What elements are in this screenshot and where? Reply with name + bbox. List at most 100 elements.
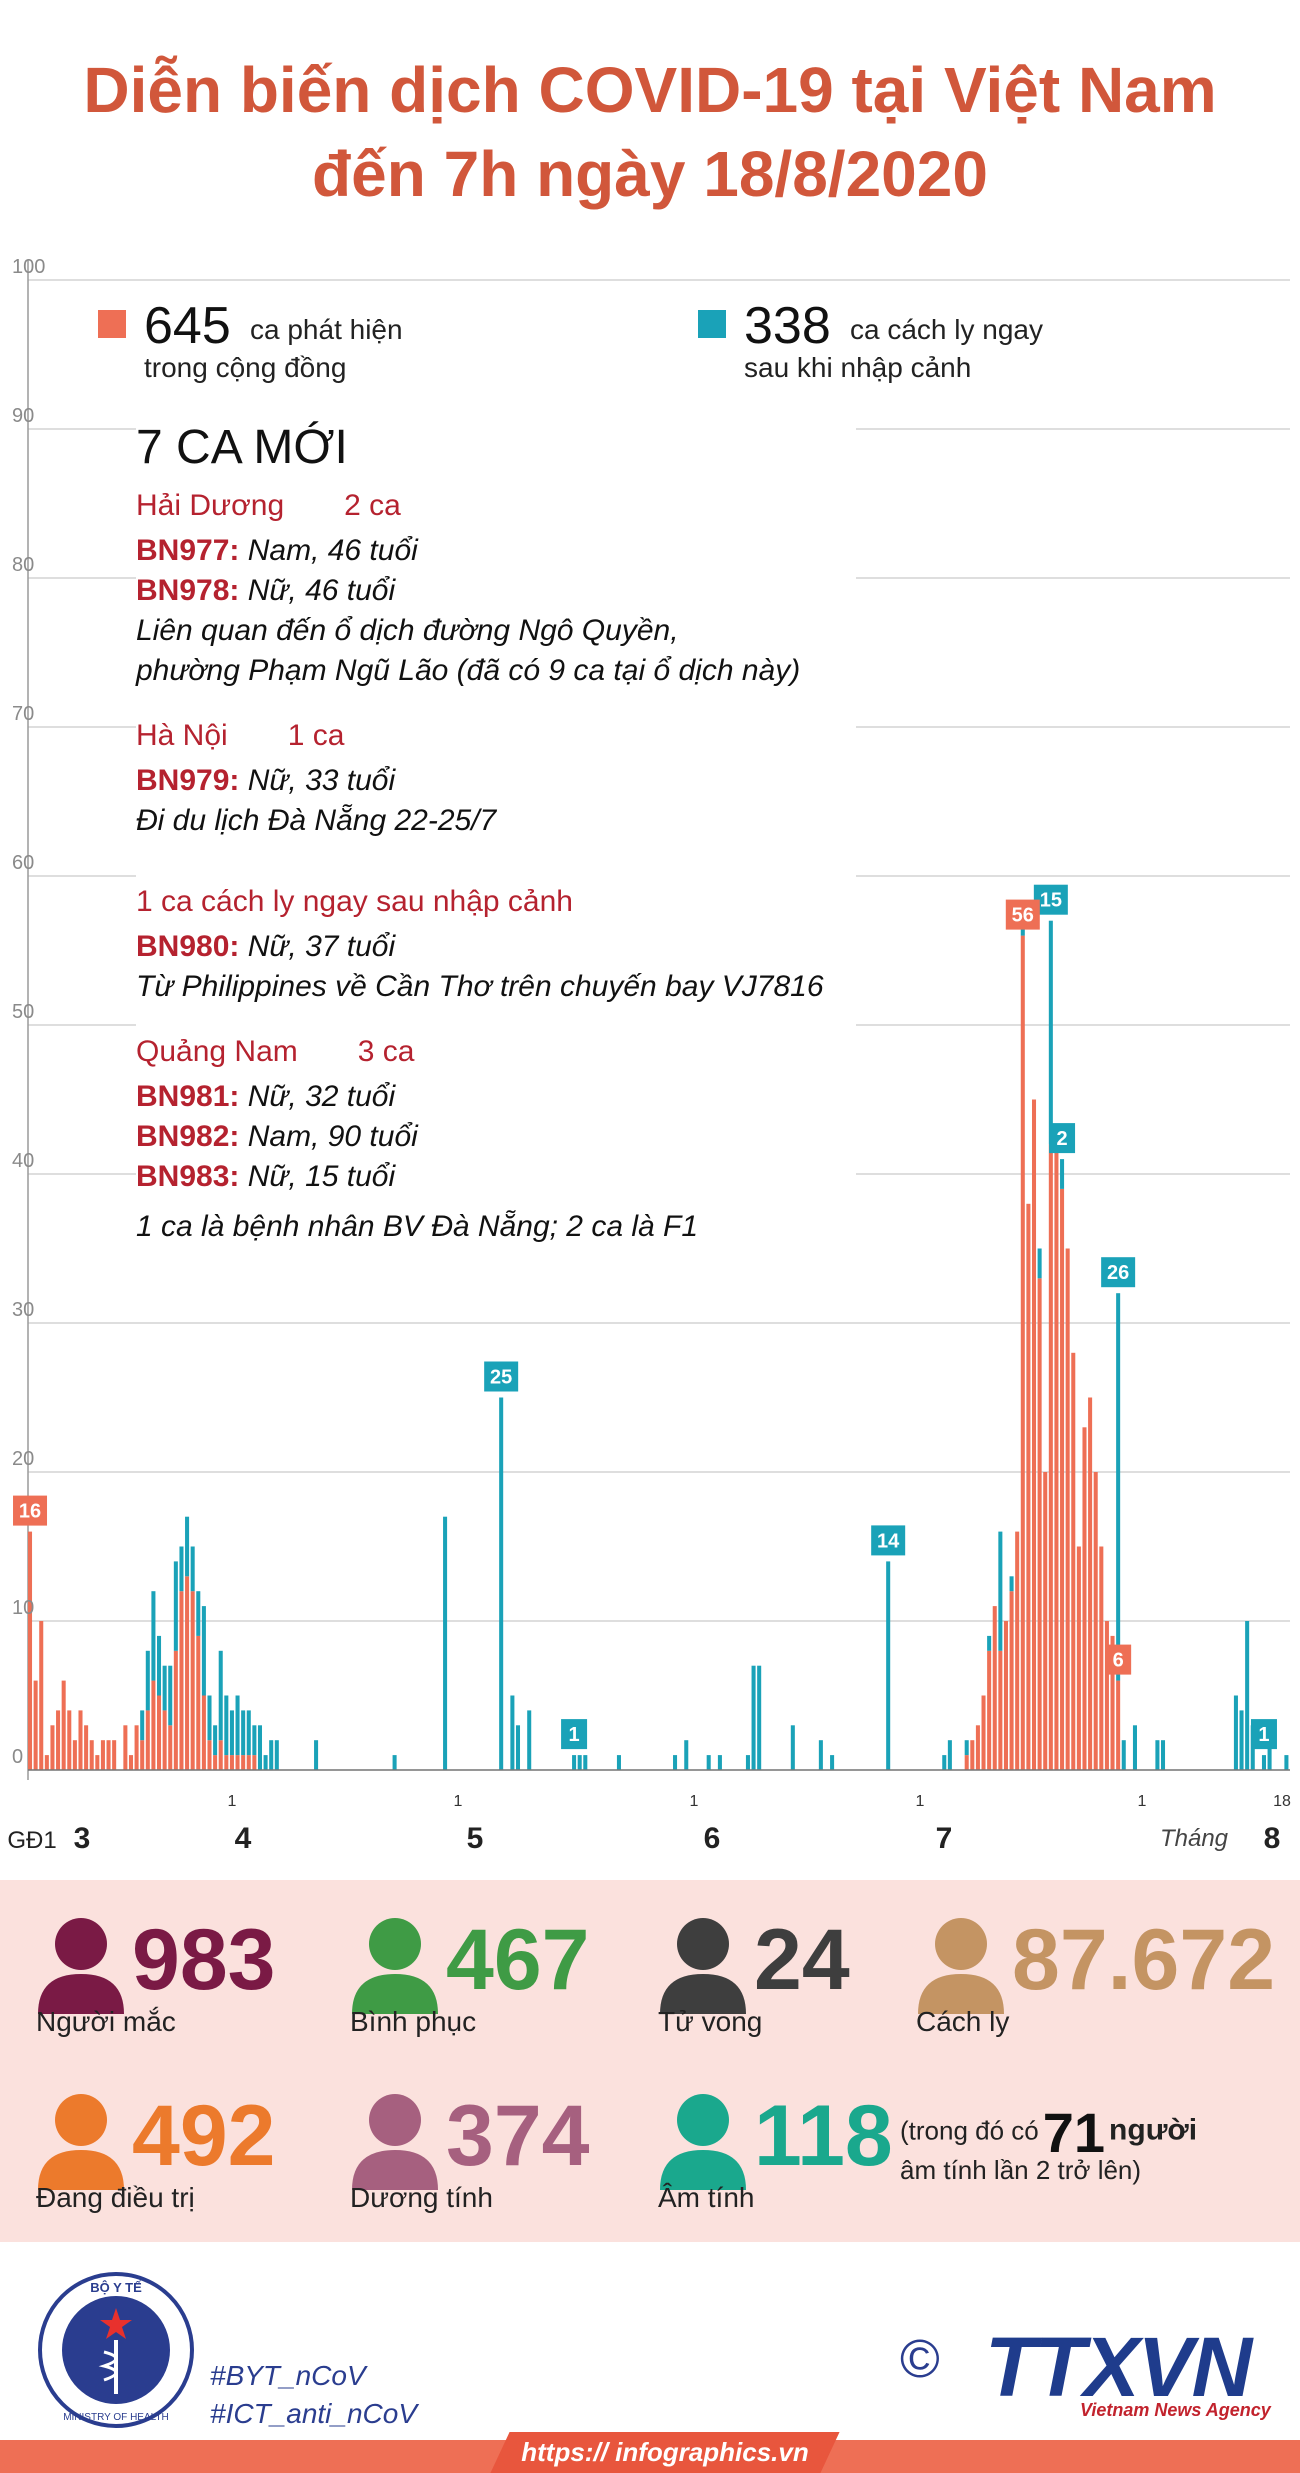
bar-quarantine	[1261, 1755, 1266, 1770]
bar-community	[246, 1755, 251, 1770]
bar-quarantine	[224, 1695, 229, 1756]
bar-value-label: 6	[1113, 1650, 1124, 1672]
bar-community	[1031, 1099, 1037, 1770]
y-tick-label: 80	[12, 554, 35, 576]
bar-quarantine	[572, 1755, 577, 1770]
bar-quarantine	[1284, 1755, 1289, 1770]
bar-community	[1037, 1278, 1042, 1770]
stat-value: 983	[132, 1912, 276, 2008]
y-tick-label: 90	[12, 405, 35, 427]
bar-community	[252, 1755, 257, 1770]
new-cases-panel: 7 CA MỚI Hải Dương 2 ca BN977: Nam, 46 tu…	[136, 420, 856, 1255]
bar-quarantine	[241, 1710, 246, 1756]
bar-community	[213, 1755, 218, 1770]
stat-value: 24	[754, 1912, 850, 2008]
month-label: 3	[74, 1822, 91, 1855]
title-line-1: Diễn biến dịch COVID-19 tại Việt Nam	[83, 54, 1217, 126]
bar-community	[229, 1755, 234, 1770]
bar-quarantine	[157, 1635, 162, 1696]
person-icon	[38, 2094, 124, 2190]
bar-community	[145, 1710, 150, 1770]
bar-quarantine	[213, 1725, 218, 1756]
bar-community	[970, 1740, 975, 1770]
y-tick-label: 50	[12, 1001, 35, 1023]
person-icon	[352, 2094, 438, 2190]
day-tick-label: 1	[454, 1793, 463, 1810]
bar-quarantine	[229, 1710, 234, 1756]
bar-community	[235, 1755, 240, 1770]
bar-quarantine	[196, 1591, 201, 1636]
bar-quarantine	[252, 1725, 257, 1756]
moh-top-text: BỘ Y TẾ	[90, 2280, 142, 2295]
bar-community	[981, 1695, 986, 1770]
bar-quarantine	[998, 1531, 1003, 1651]
bar-community	[179, 1591, 184, 1770]
case-item: BN977: Nam, 46 tuổi	[136, 531, 856, 571]
bar-community	[207, 1740, 212, 1770]
bar-quarantine	[1116, 1293, 1121, 1681]
legend-quarantine-swatch	[698, 310, 726, 338]
y-tick-label: 70	[12, 703, 35, 725]
case-item: BN983: Nữ, 15 tuổi	[136, 1157, 856, 1197]
bar-community	[196, 1635, 201, 1770]
bar-community	[1071, 1352, 1076, 1770]
region-name: Quảng Nam	[136, 1035, 298, 1068]
bar-value-label-bg	[13, 1495, 48, 1526]
y-tick-label: 40	[12, 1150, 35, 1172]
bar-quarantine	[257, 1725, 263, 1770]
month-label: GĐ1	[7, 1827, 56, 1854]
stat-nguoi-mac: 983 Người mắc	[36, 1910, 336, 2060]
month-label: 5	[467, 1822, 484, 1855]
person-icon	[660, 1918, 746, 2014]
region-name: Hải Dương	[136, 489, 285, 522]
bar-community	[975, 1725, 980, 1770]
case-id: BN983:	[136, 1160, 240, 1193]
ministry-of-health-logo: BỘ Y TẾ MINISTRY OF HEALTH	[38, 2272, 194, 2428]
note-prefix: (trong đó có	[900, 2115, 1039, 2146]
bar-community	[106, 1740, 111, 1770]
day-tick-label: 1	[1138, 1793, 1147, 1810]
title-line-2: đến 7h ngày 18/8/2020	[312, 138, 988, 210]
region-imported: 1 ca cách ly ngay sau nhập cảnh	[136, 885, 856, 919]
new-cases-heading: 7 CA MỚI	[136, 421, 348, 474]
bar-quarantine	[179, 1546, 184, 1592]
stat-binh-phuc: 467 Bình phục	[350, 1910, 650, 2060]
bar-community	[998, 1650, 1003, 1770]
bar-community	[33, 1680, 38, 1770]
bar-quarantine	[185, 1516, 190, 1577]
bar-community	[987, 1650, 992, 1770]
case-item: BN978: Nữ, 46 tuổi	[136, 571, 856, 611]
ttxvn-logo: TTXVN	[985, 2320, 1252, 2414]
stat-label: Tử vong	[658, 2006, 763, 2037]
bar-quarantine	[684, 1740, 689, 1770]
bar-community	[1026, 1203, 1031, 1770]
legend-community-value: 645	[144, 297, 231, 355]
bar-quarantine	[515, 1725, 521, 1770]
bar-quarantine	[527, 1710, 532, 1770]
bar-value-label: 25	[490, 1367, 512, 1389]
bar-quarantine	[269, 1740, 274, 1770]
case-id: BN979:	[136, 764, 240, 797]
footer-url[interactable]: https:// infographics.vn	[521, 2437, 809, 2467]
bar-quarantine	[510, 1695, 515, 1770]
case-desc: Nữ, 15 tuổi	[247, 1160, 396, 1193]
bar-community	[185, 1576, 190, 1770]
bar-community	[44, 1755, 49, 1770]
bar-quarantine	[392, 1755, 397, 1770]
case-desc: Nữ, 32 tuổi	[247, 1080, 396, 1113]
case-id: BN978:	[136, 574, 240, 607]
bar-value-label: 14	[877, 1530, 900, 1552]
bar-quarantine	[235, 1695, 240, 1756]
bar-community	[157, 1695, 162, 1770]
stat-cach-ly: 87.672 Cách ly	[916, 1910, 1286, 2060]
page-title: Diễn biến dịch COVID-19 tại Việt Nam đến…	[0, 48, 1300, 216]
stat-label: Âm tính	[658, 2182, 755, 2213]
bar-community	[61, 1680, 66, 1770]
bar-quarantine	[499, 1397, 504, 1770]
bar-quarantine	[706, 1755, 711, 1770]
stat-label: Bình phục	[350, 2006, 477, 2037]
bar-quarantine	[818, 1740, 823, 1770]
bar-community	[50, 1725, 55, 1770]
bar-quarantine	[1132, 1725, 1137, 1770]
stat-value: 87.672	[1012, 1912, 1276, 2008]
